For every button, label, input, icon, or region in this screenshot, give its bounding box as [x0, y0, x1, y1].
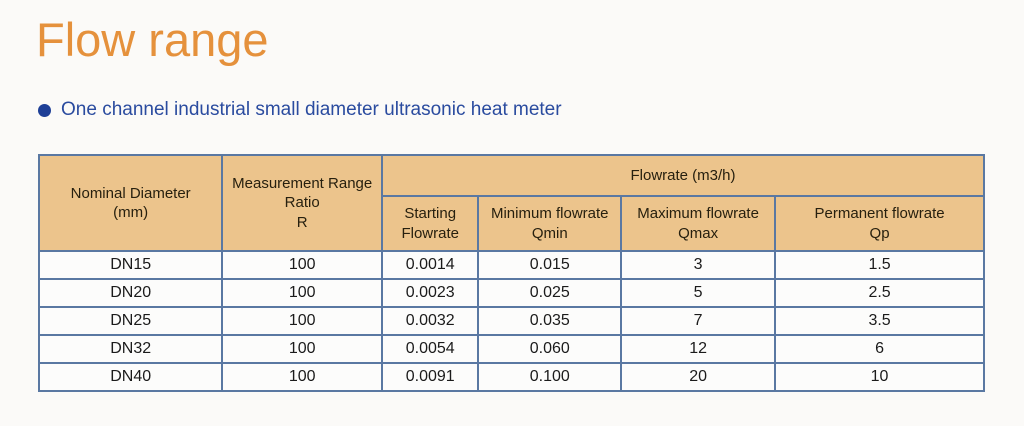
cell-maximum-flowrate: 20: [620, 362, 777, 392]
header-starting-flowrate: Starting Flowrate: [381, 195, 480, 252]
cell-nominal-diameter: DN15: [37, 250, 224, 280]
header-nominal-diameter: Nominal Diameter (mm): [37, 154, 224, 252]
cell-maximum-flowrate: 5: [620, 278, 777, 308]
cell-starting-flowrate: 0.0091: [381, 362, 480, 392]
cell-permanent-flowrate: 3.5: [774, 306, 985, 336]
header-permanent-flowrate: Permanent flowrate Qp: [774, 195, 985, 252]
cell-nominal-diameter: DN20: [37, 278, 224, 308]
cell-starting-flowrate: 0.0014: [381, 250, 480, 280]
cell-maximum-flowrate: 12: [620, 334, 777, 364]
header-minimum-flowrate: Minimum flowrate Qmin: [477, 195, 623, 252]
header-flowrate-group: Flowrate (m3/h): [381, 154, 985, 197]
cell-ratio: 100: [221, 306, 384, 336]
cell-starting-flowrate: 0.0054: [381, 334, 480, 364]
cell-minimum-flowrate: 0.015: [477, 250, 623, 280]
cell-permanent-flowrate: 2.5: [774, 278, 985, 308]
cell-nominal-diameter: DN25: [37, 306, 224, 336]
cell-ratio: 100: [221, 250, 384, 280]
table-row: DN25 100 0.0032 0.035 7 3.5: [37, 306, 985, 336]
subtitle-line: One channel industrial small diameter ul…: [38, 99, 562, 121]
table-header-row-1: Nominal Diameter (mm) Measurement Range …: [37, 154, 985, 252]
cell-nominal-diameter: DN32: [37, 334, 224, 364]
cell-nominal-diameter: DN40: [37, 362, 224, 392]
flow-range-table: Nominal Diameter (mm) Measurement Range …: [37, 154, 985, 392]
page-title: Flow range: [36, 13, 269, 66]
table-row: DN40 100 0.0091 0.100 20 10: [37, 362, 985, 392]
cell-starting-flowrate: 0.0023: [381, 278, 480, 308]
cell-minimum-flowrate: 0.025: [477, 278, 623, 308]
table-row: DN32 100 0.0054 0.060 12 6: [37, 334, 985, 364]
cell-permanent-flowrate: 10: [774, 362, 985, 392]
cell-minimum-flowrate: 0.100: [477, 362, 623, 392]
cell-ratio: 100: [221, 362, 384, 392]
cell-ratio: 100: [221, 334, 384, 364]
cell-maximum-flowrate: 7: [620, 306, 777, 336]
header-maximum-flowrate: Maximum flowrate Qmax: [620, 195, 777, 252]
cell-starting-flowrate: 0.0032: [381, 306, 480, 336]
bullet-icon: [38, 103, 51, 117]
cell-permanent-flowrate: 1.5: [774, 250, 985, 280]
cell-minimum-flowrate: 0.060: [477, 334, 623, 364]
cell-permanent-flowrate: 6: [774, 334, 985, 364]
cell-minimum-flowrate: 0.035: [477, 306, 623, 336]
header-measurement-range: Measurement Range Ratio R: [221, 154, 384, 252]
table-row: DN20 100 0.0023 0.025 5 2.5: [37, 278, 985, 308]
table-header-row-2: Starting Flowrate Minimum flowrate Qmin …: [39, 195, 985, 252]
table-row: DN15 100 0.0014 0.015 3 1.5: [37, 250, 985, 280]
subtitle-text: One channel industrial small diameter ul…: [61, 99, 562, 120]
cell-ratio: 100: [221, 278, 384, 308]
cell-maximum-flowrate: 3: [620, 250, 777, 280]
